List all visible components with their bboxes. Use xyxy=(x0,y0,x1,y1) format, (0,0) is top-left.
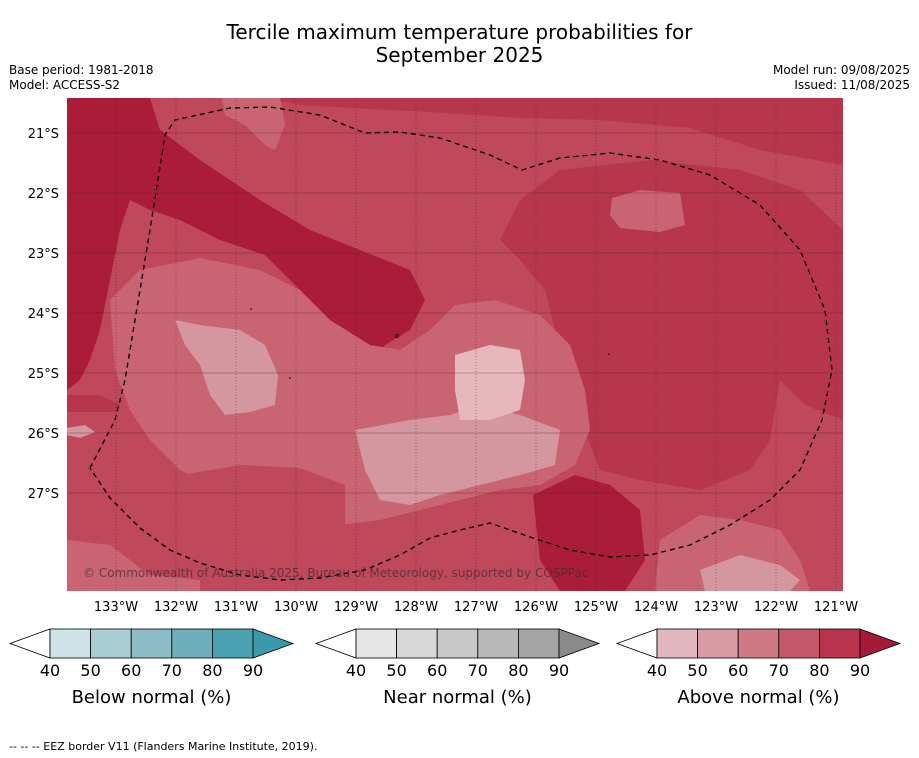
colorbar-segment xyxy=(211,628,254,659)
model-run-label: Model run: 09/08/2025 xyxy=(772,63,910,77)
colorbar-tick-label: 70 xyxy=(162,661,182,680)
island-marker xyxy=(395,334,399,338)
region-above-80-90-north xyxy=(67,98,843,165)
colorbar-segment xyxy=(130,628,173,659)
longitude-axis: 133°W 132°W 131°W 130°W 129°W 128°W 127°… xyxy=(94,600,858,615)
colorbar-title: Below normal (%) xyxy=(72,687,232,708)
lon-tick-label: 133°W xyxy=(94,600,138,615)
lon-tick-label: 131°W xyxy=(214,600,258,615)
eez-footnote: -- -- -- EEZ border V11 (Flanders Marine… xyxy=(9,740,318,753)
colorbar-segment xyxy=(90,628,132,659)
colorbar-title: Above normal (%) xyxy=(677,687,839,708)
region-above-60-70-east xyxy=(610,190,685,232)
colorbar-segment xyxy=(697,628,739,659)
colorbar-tick-label: 50 xyxy=(386,661,406,680)
colorbar-tick-label: 80 xyxy=(508,661,528,680)
colorbar-segment xyxy=(49,628,91,659)
lon-tick-label: 122°W xyxy=(754,600,798,615)
colorbar-tick-label: 90 xyxy=(243,661,263,680)
colorbar-max-extend xyxy=(558,628,601,659)
colorbar-tick-label: 40 xyxy=(40,661,60,680)
colorbar-segment xyxy=(355,628,397,659)
region-above-60-70-north xyxy=(222,98,285,150)
lon-tick-label: 124°W xyxy=(634,600,678,615)
lon-tick-label: 121°W xyxy=(814,600,858,615)
colorbar-near: 40 50 60 70 80 90 Near normal (%) xyxy=(314,628,601,708)
lat-tick-label: 26°S xyxy=(28,427,59,442)
colorbar-segment xyxy=(436,628,479,659)
probability-map: © Commonwealth of Australia 2025, Bureau… xyxy=(8,98,902,708)
colorbar-segment xyxy=(171,628,213,659)
lat-tick-label: 27°S xyxy=(28,487,59,502)
island-marker xyxy=(250,308,252,310)
lat-tick-label: 24°S xyxy=(28,307,59,322)
colorbar-min-extend xyxy=(615,628,658,659)
colorbar-segment xyxy=(819,628,861,659)
colorbar-segment xyxy=(778,628,820,659)
island-marker xyxy=(608,353,610,355)
colorbar-above: 40 50 60 70 80 90 Above normal (%) xyxy=(615,628,902,708)
colorbar-tick-label: 80 xyxy=(809,661,829,680)
lat-tick-label: 23°S xyxy=(28,247,59,262)
region-above-50-60-westedge xyxy=(67,425,95,438)
colorbar-title: Near normal (%) xyxy=(383,687,532,708)
colorbar-tick-label: 50 xyxy=(687,661,707,680)
lon-tick-label: 125°W xyxy=(574,600,618,615)
lon-tick-label: 132°W xyxy=(154,600,198,615)
region-above-80-90-westedge xyxy=(67,395,120,412)
lat-tick-label: 25°S xyxy=(28,367,59,382)
region-above-60-70-southwest xyxy=(67,540,200,591)
lon-tick-label: 130°W xyxy=(274,600,318,615)
chart-title-line2: September 2025 xyxy=(375,43,544,67)
colorbar-segment xyxy=(477,628,519,659)
colorbar-tick-label: 40 xyxy=(647,661,667,680)
map-field: © Commonwealth of Australia 2025, Bureau… xyxy=(67,98,843,591)
region-above-50-60-southeast xyxy=(700,555,800,591)
colorbar-tick-label: 70 xyxy=(769,661,789,680)
region-above-90-west xyxy=(67,98,425,390)
colorbar-legends: 40 50 60 70 80 90 Below normal (%) 40 50 60 70 80 90… xyxy=(8,628,902,708)
region-above-50-60-south xyxy=(355,405,560,505)
lon-tick-label: 126°W xyxy=(514,600,558,615)
colorbar-tick-label: 50 xyxy=(80,661,100,680)
lon-tick-label: 123°W xyxy=(694,600,738,615)
colorbar-below: 40 50 60 70 80 90 Below normal (%) xyxy=(8,628,295,708)
island-marker xyxy=(289,377,291,379)
grid-lines xyxy=(115,98,837,591)
colorbar-tick-label: 40 xyxy=(346,661,366,680)
region-above-70-80-south xyxy=(150,465,345,540)
latitude-lines xyxy=(67,132,843,494)
colorbar-min-extend xyxy=(314,628,357,659)
colorbar-segment xyxy=(518,628,560,659)
chart-title-line1: Tercile maximum temperature probabilitie… xyxy=(226,20,693,44)
eez-border xyxy=(89,106,833,581)
colorbar-tick-label: 60 xyxy=(427,661,447,680)
lat-tick-label: 22°S xyxy=(28,187,59,202)
colorbar-tick-label: 70 xyxy=(468,661,488,680)
lat-tick-label: 21°S xyxy=(28,127,59,142)
colorbar-min-extend xyxy=(8,628,51,659)
colorbar-tick-label: 90 xyxy=(850,661,870,680)
model-label: Model: ACCESS-S2 xyxy=(9,78,121,92)
latitude-axis: 21°S 22°S 23°S 24°S 25°S 26°S 27°S xyxy=(28,127,59,502)
colorbar-tick-label: 60 xyxy=(121,661,141,680)
copyright-notice: © Commonwealth of Australia 2025, Bureau… xyxy=(83,566,588,580)
lon-tick-label: 129°W xyxy=(334,600,378,615)
base-period-label: Base period: 1981-2018 xyxy=(9,63,154,77)
region-above-50-60-west xyxy=(175,320,278,415)
lon-tick-label: 128°W xyxy=(394,600,438,615)
colorbar-max-extend xyxy=(859,628,902,659)
issued-label: Issued: 11/08/2025 xyxy=(794,78,910,92)
colorbar-tick-label: 80 xyxy=(202,661,222,680)
region-above-90-south xyxy=(533,475,645,591)
colorbar-segment xyxy=(737,628,780,659)
colorbar-segment xyxy=(656,628,698,659)
colorbar-max-extend xyxy=(252,628,295,659)
region-above-40-50-central xyxy=(455,345,525,420)
colorbar-segment xyxy=(396,628,438,659)
lon-tick-label: 127°W xyxy=(454,600,498,615)
colorbar-tick-label: 60 xyxy=(728,661,748,680)
colorbar-tick-label: 90 xyxy=(549,661,569,680)
